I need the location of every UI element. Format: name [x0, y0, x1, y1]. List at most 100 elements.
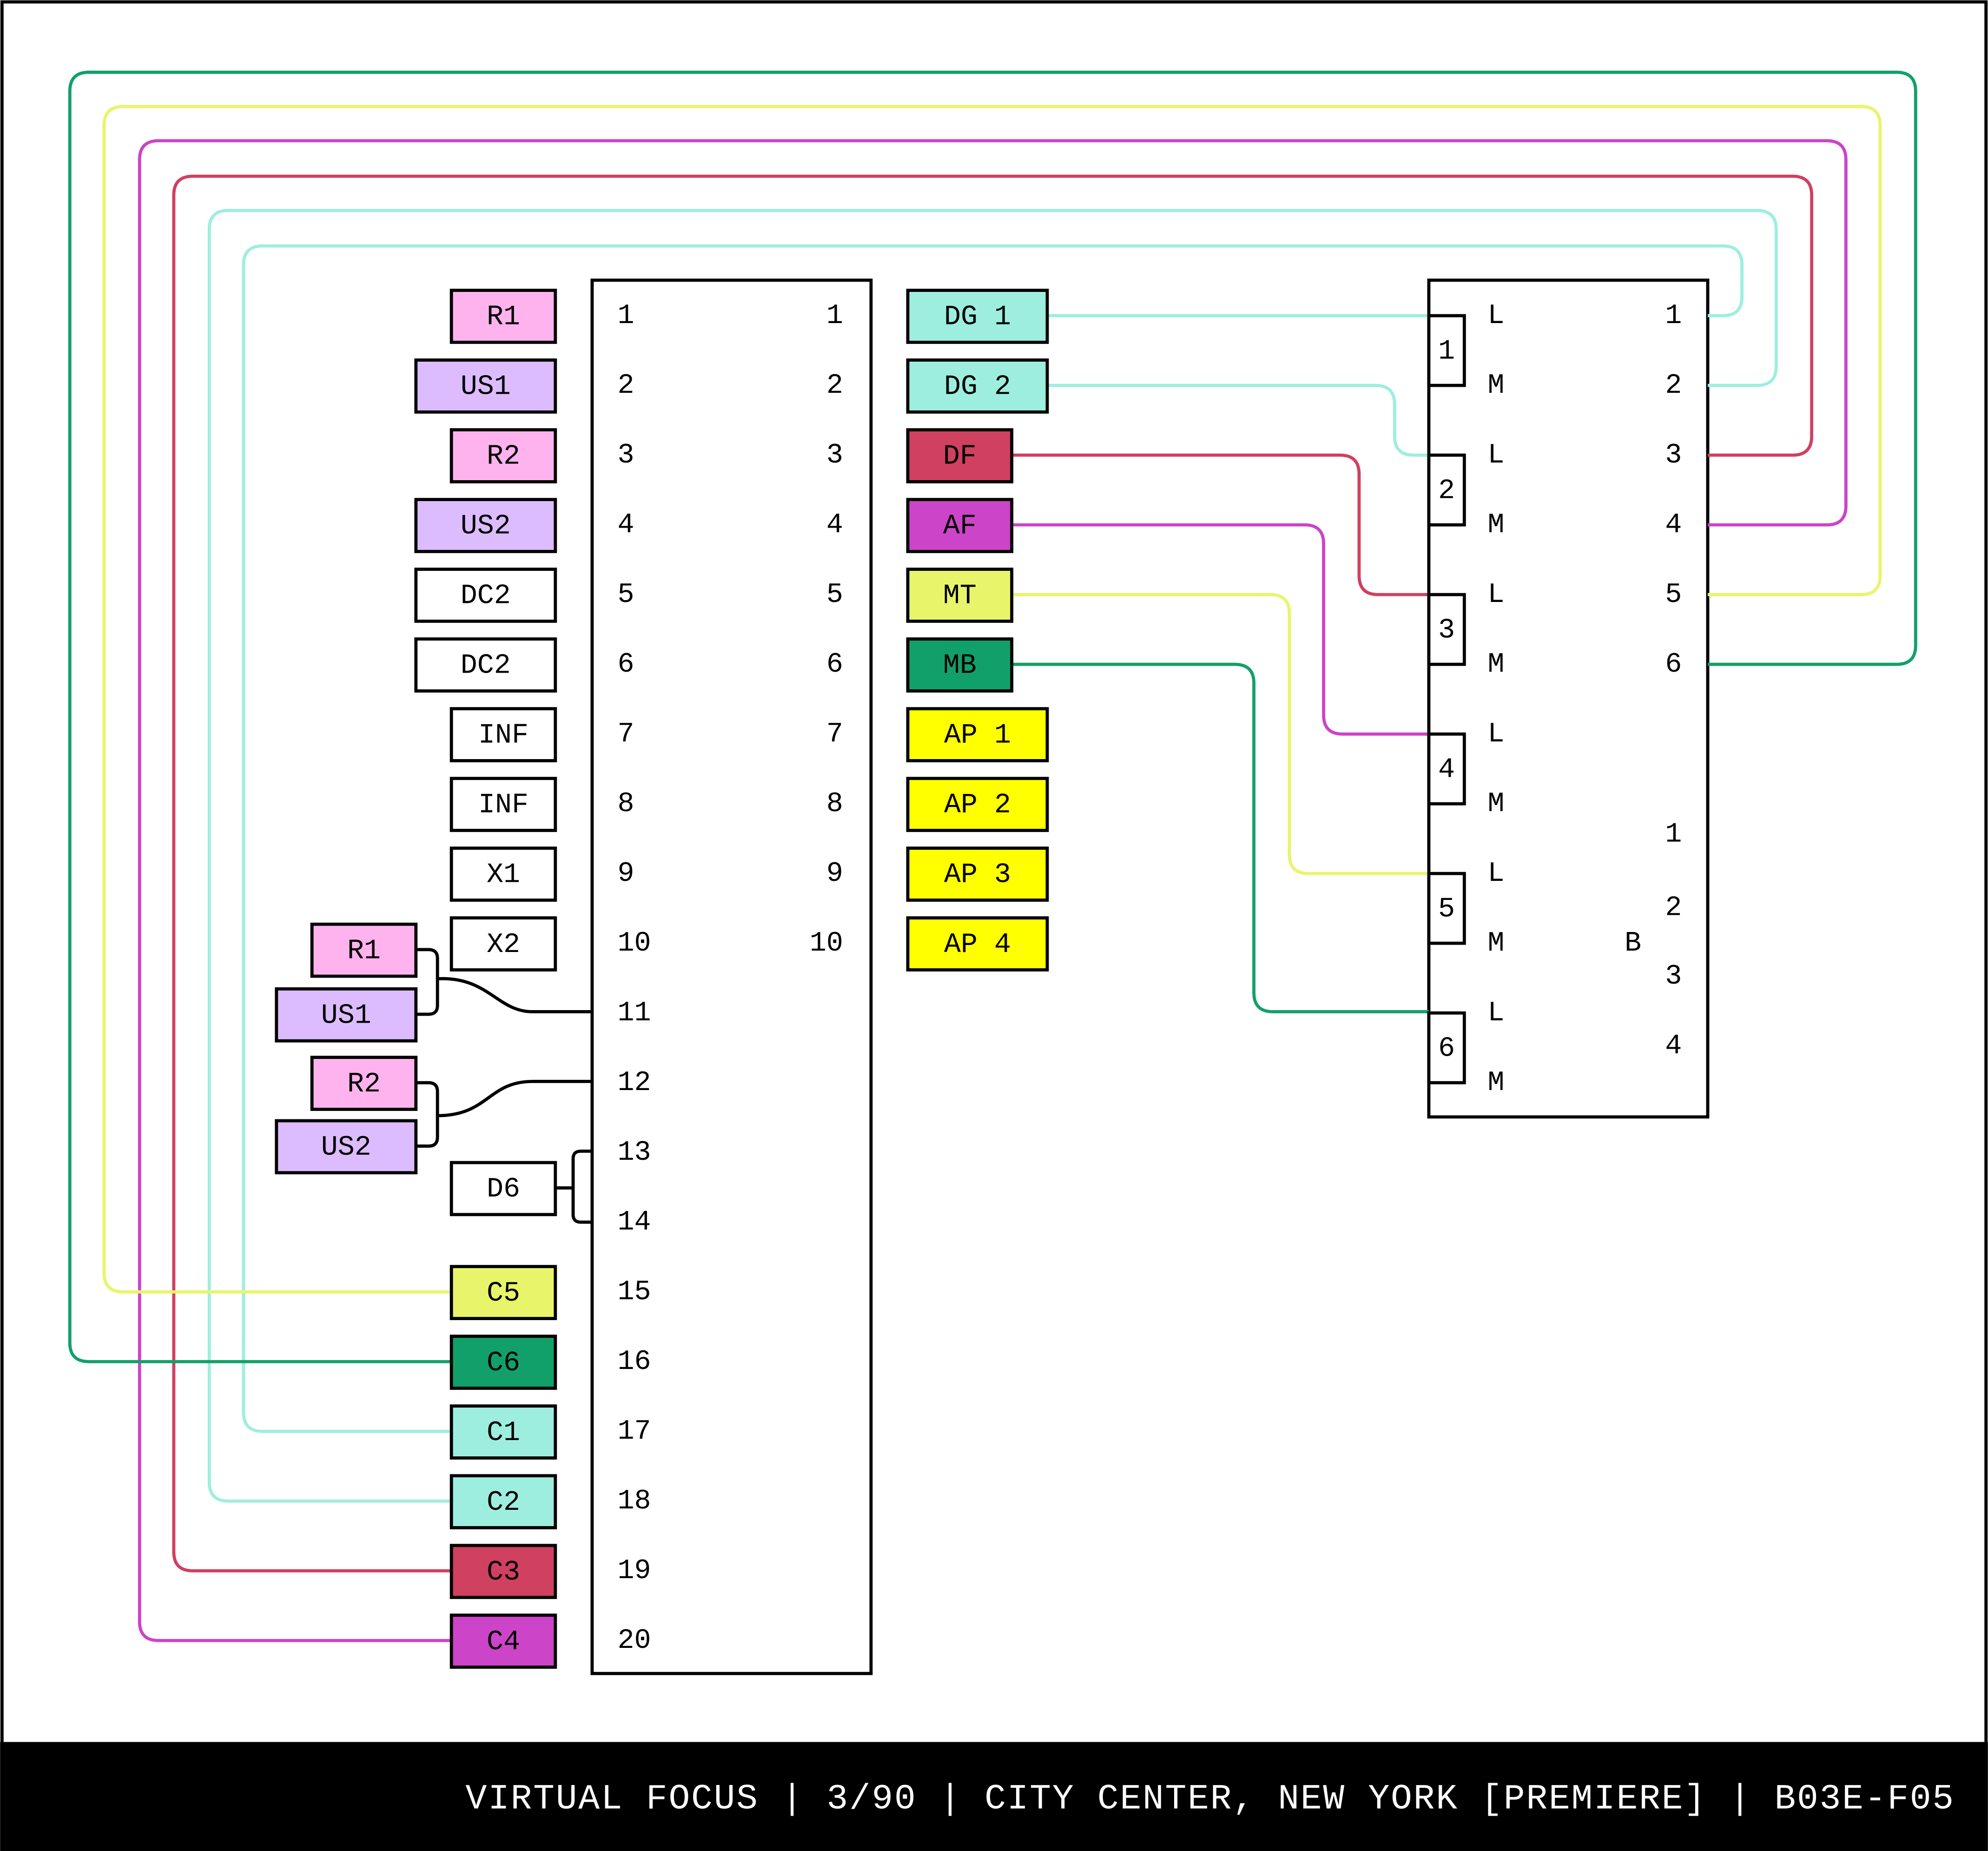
splice-wire [416, 948, 439, 1016]
return-input-box [449, 1474, 557, 1529]
return-input-box [449, 1335, 557, 1390]
input-box [414, 568, 557, 623]
input-label: DC2 [461, 581, 511, 612]
input-label: DC2 [461, 650, 511, 682]
pin-label: L [1488, 300, 1505, 332]
merged-input-box [275, 987, 418, 1043]
input-box [449, 916, 557, 972]
output-label: MB [943, 650, 977, 682]
patch-number: 18 [617, 1486, 651, 1517]
input-box [449, 289, 557, 344]
patch-number: 16 [617, 1346, 651, 1378]
output-box [906, 428, 1014, 483]
patch-number: 1 [617, 300, 634, 332]
loop-wire [242, 244, 1744, 1433]
stage-output: 2 [1665, 370, 1682, 402]
patch-bay [590, 278, 873, 1675]
return-input-box [449, 1613, 557, 1669]
output-label: MT [943, 581, 977, 612]
output-box [906, 637, 1014, 693]
patch-number: 6 [617, 649, 634, 681]
loop-wire [138, 139, 1848, 1642]
pin-label: M [1488, 370, 1505, 402]
footer-bar [0, 1742, 1988, 1851]
channel-box [1427, 732, 1466, 806]
channel-number: 6 [1438, 1033, 1455, 1064]
pin-label: L [1488, 579, 1505, 611]
output-label: DG 2 [944, 371, 1011, 403]
patch-number: 10 [810, 928, 843, 959]
patch-number: 4 [826, 509, 843, 541]
output-label: AP 4 [944, 929, 1011, 961]
channel-number: 5 [1438, 893, 1455, 925]
stage-box [1427, 278, 1710, 1119]
patch-number: 7 [617, 719, 634, 750]
input-label: INF [478, 790, 528, 821]
splice-wire [571, 1150, 592, 1224]
input-box [449, 777, 557, 832]
patch-number: 19 [617, 1555, 651, 1587]
output-wire [1011, 453, 1429, 596]
patch-number: 2 [617, 370, 634, 402]
output-box [906, 916, 1049, 972]
patch-number: 7 [826, 719, 843, 750]
return-input-box [449, 1544, 557, 1599]
output-wire [1011, 523, 1429, 736]
input-box [449, 846, 557, 902]
patch-number: 14 [617, 1207, 651, 1238]
patch-number: 13 [617, 1137, 651, 1169]
channel-box [1427, 872, 1466, 945]
patch-number: 5 [826, 579, 843, 611]
merged-input-box [449, 1161, 557, 1216]
aux-output: 1 [1665, 819, 1682, 850]
merged-input-label: US2 [321, 1132, 371, 1163]
footer-text: VIRTUAL FOCUS | 3/90 | CITY CENTER, NEW … [466, 1778, 1955, 1819]
output-box [906, 707, 1049, 762]
stage-output: 4 [1665, 509, 1682, 541]
stage-output: 5 [1665, 579, 1682, 611]
return-input-label: C2 [487, 1487, 520, 1519]
merged-input-label: R1 [347, 935, 381, 967]
channel-number: 1 [1438, 336, 1455, 367]
output-box [906, 498, 1014, 553]
output-label: DG 1 [944, 302, 1011, 333]
aux-label: B [1625, 928, 1641, 959]
splice-wire [437, 977, 592, 1013]
channel-box [1427, 453, 1466, 527]
patch-number: 3 [826, 440, 843, 471]
patch-number: 3 [617, 440, 634, 471]
patch-number: 12 [617, 1067, 651, 1099]
merged-input-box [310, 1056, 418, 1111]
patch-number: 4 [617, 509, 634, 541]
patch-number: 20 [617, 1625, 651, 1657]
input-label: R2 [487, 441, 520, 473]
merged-input-box [310, 922, 418, 978]
aux-output: 2 [1665, 892, 1682, 924]
output-wire [1011, 662, 1429, 1013]
loop-wire [68, 71, 1917, 1363]
output-box [906, 846, 1049, 902]
patch-number: 9 [826, 858, 843, 890]
patch-number: 5 [617, 579, 634, 611]
input-box [414, 498, 557, 553]
input-label: R1 [487, 302, 520, 333]
output-box [906, 777, 1049, 832]
return-input-label: C6 [487, 1348, 520, 1379]
pin-label: M [1488, 649, 1505, 681]
loop-wire [172, 174, 1814, 1573]
splice-wire [437, 1080, 592, 1117]
aux-output: 3 [1665, 961, 1682, 992]
input-label: INF [478, 720, 528, 752]
pin-label: M [1488, 1067, 1505, 1099]
patch-number: 1 [826, 300, 843, 332]
channel-number: 2 [1438, 475, 1455, 507]
pin-label: L [1488, 719, 1505, 750]
aux-output: 4 [1665, 1031, 1682, 1062]
input-label: US1 [461, 371, 511, 403]
pin-label: L [1488, 858, 1505, 890]
pin-label: M [1488, 509, 1505, 541]
channel-box [1427, 593, 1466, 666]
return-input-box [449, 1265, 557, 1320]
output-wire [1011, 593, 1429, 875]
